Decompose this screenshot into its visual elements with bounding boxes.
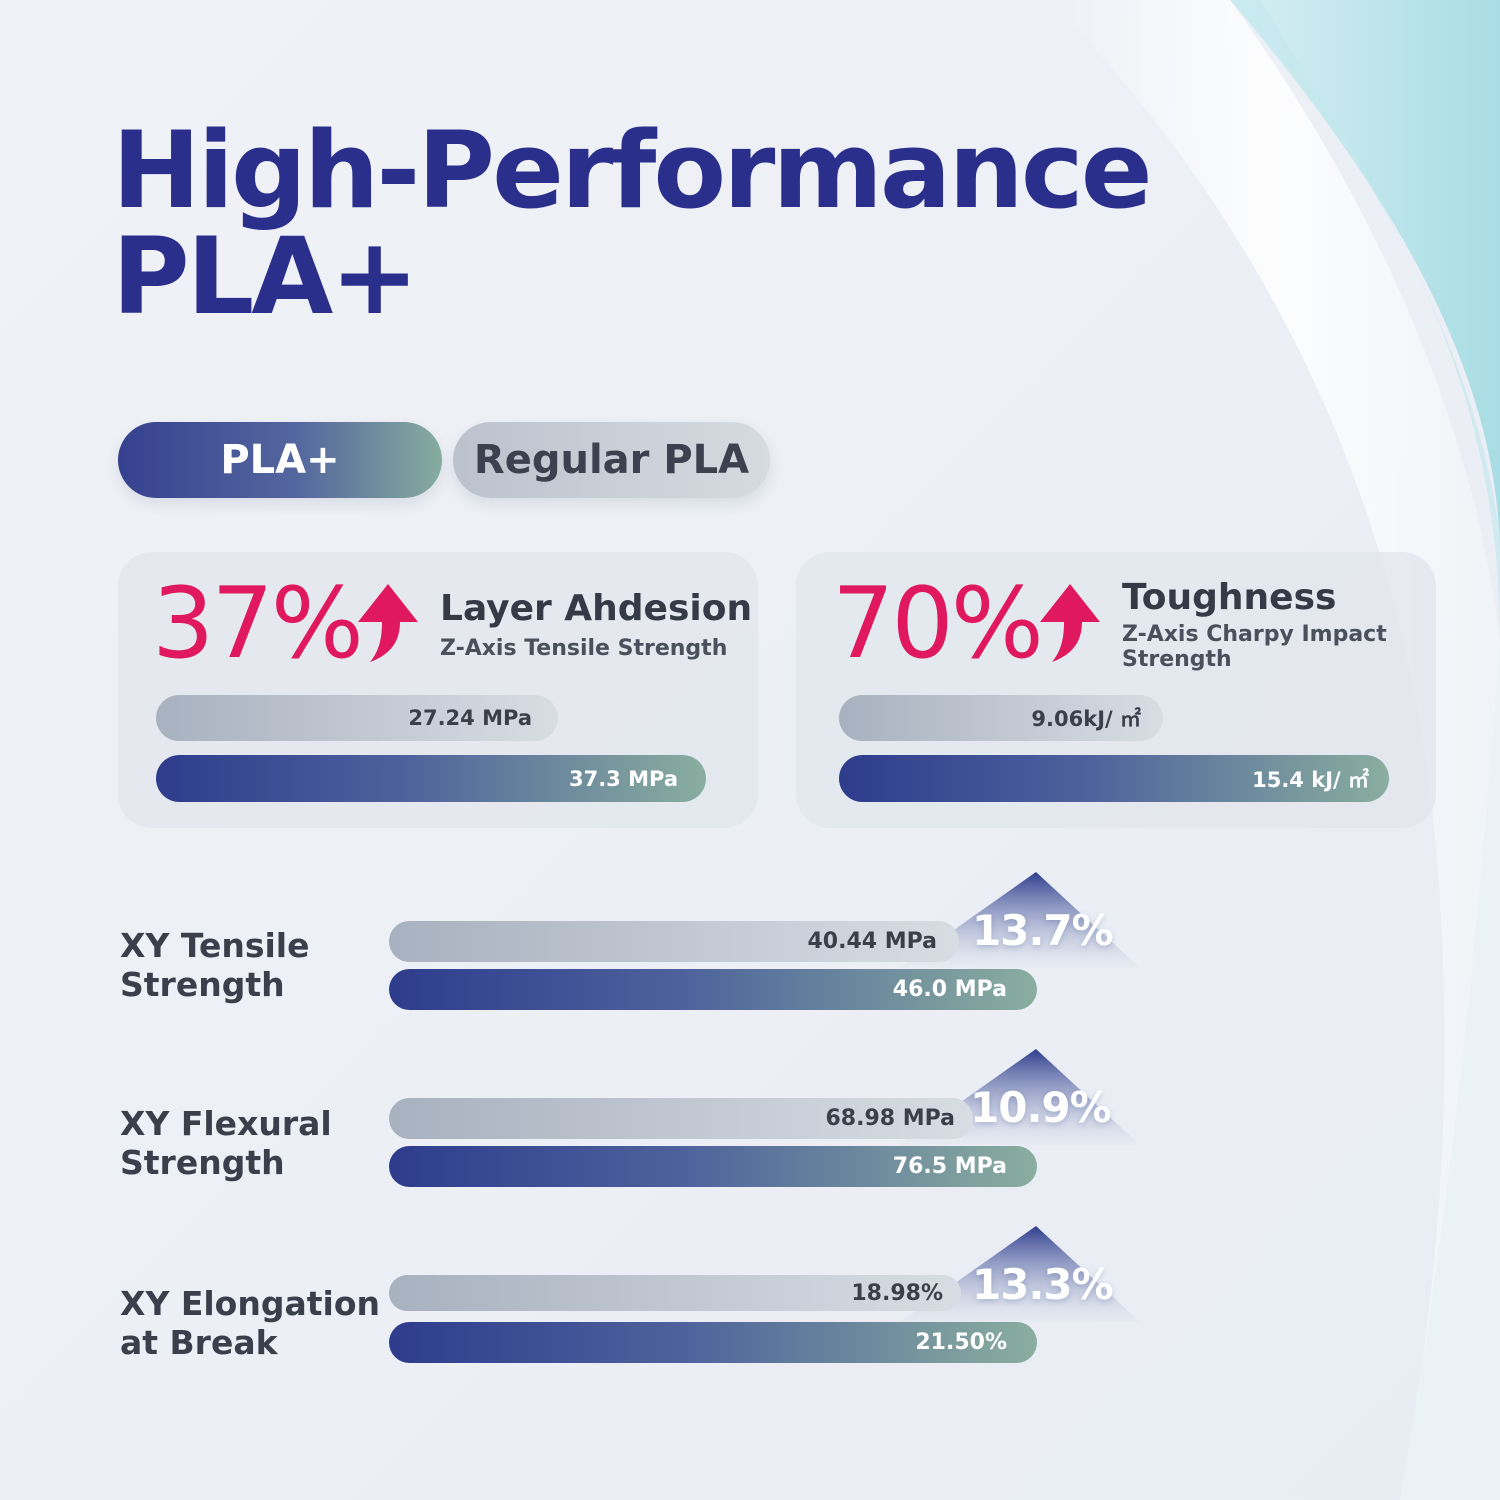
value-label: 37.3 MPa xyxy=(568,766,678,791)
value-label: 15.4 kJ/ ㎡ xyxy=(1252,767,1369,792)
bar-plus-xy-flexural: 76.5 MPa xyxy=(389,1146,1037,1187)
bar-regular-xy-tensile: 40.44 MPa xyxy=(389,921,959,962)
toughness-title: Toughness xyxy=(1122,577,1337,618)
arrow-up-icon xyxy=(1040,584,1100,662)
title-line-2: PLA+ xyxy=(112,215,419,338)
row-label-xy-elongation: XY Elongation at Break xyxy=(120,1284,380,1362)
bar-regular-layer-adhesion: 27.24 MPa xyxy=(156,695,558,741)
page-title: High-Performance PLA+ xyxy=(112,109,1153,338)
bar-plus-toughness: 15.4 kJ/ ㎡ xyxy=(839,755,1389,802)
increase-percent: 13.3% xyxy=(972,1260,1114,1309)
title-line-1: High-Performance xyxy=(112,109,1153,232)
bar-regular-toughness: 9.06kJ/ ㎡ xyxy=(839,695,1163,741)
layer-adhesion-title: Layer Ahdesion xyxy=(440,588,753,629)
value-label: 68.98 MPa xyxy=(825,1106,955,1131)
toughness-percent: 70% xyxy=(832,567,1044,681)
legend-regular-pla: Regular PLA xyxy=(453,422,770,498)
value-label: 9.06kJ/ ㎡ xyxy=(1031,707,1141,731)
value-label: 21.50% xyxy=(915,1330,1007,1355)
legend-pla-plus: PLA+ xyxy=(118,422,442,498)
value-label: 40.44 MPa xyxy=(807,929,937,954)
value-label: 46.0 MPa xyxy=(892,977,1007,1002)
layer-adhesion-subtitle: Z-Axis Tensile Strength xyxy=(440,636,728,661)
bar-plus-xy-elongation: 21.50% xyxy=(389,1322,1037,1363)
layer-adhesion-percent: 37% xyxy=(152,567,364,681)
bar-regular-xy-elongation: 18.98% xyxy=(389,1275,961,1311)
toughness-subtitle: Z-Axis Charpy Impact Strength xyxy=(1122,622,1387,672)
bar-regular-xy-flexural: 68.98 MPa xyxy=(389,1098,973,1139)
arrow-up-icon xyxy=(358,584,418,662)
value-label: 18.98% xyxy=(851,1280,943,1306)
row-label-xy-tensile: XY Tensile Strength xyxy=(120,926,310,1004)
bar-plus-xy-tensile: 46.0 MPa xyxy=(389,969,1037,1010)
row-label-xy-flexural: XY Flexural Strength xyxy=(120,1104,332,1182)
bar-plus-layer-adhesion: 37.3 MPa xyxy=(156,755,706,802)
value-label: 76.5 MPa xyxy=(892,1154,1007,1179)
increase-percent: 10.9% xyxy=(970,1083,1112,1132)
value-label: 27.24 MPa xyxy=(408,706,532,730)
increase-triangle-icon xyxy=(900,872,1140,968)
increase-percent: 13.7% xyxy=(972,906,1114,955)
